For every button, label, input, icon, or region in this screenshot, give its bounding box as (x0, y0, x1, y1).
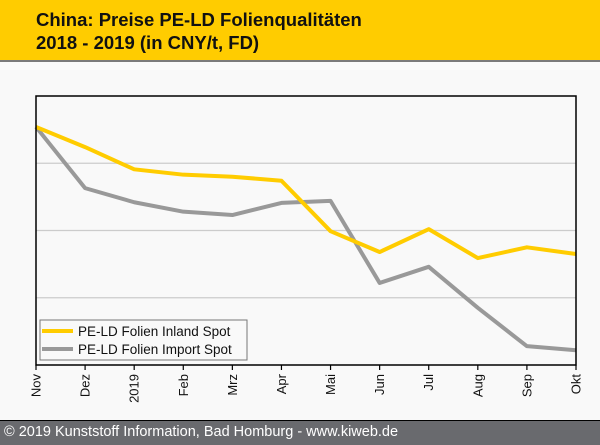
x-tick-label: Aug (470, 374, 485, 397)
footer: © 2019 Kunststoff Information, Bad Hombu… (0, 420, 600, 445)
chart-header: China: Preise PE-LD Folienqualitäten 201… (0, 0, 600, 62)
x-tick-label: Jul (421, 374, 436, 391)
line-chart: Nov Dez 2019 Feb Mrz Apr Mai Jun Jul Aug Sep Okt PE… (29, 95, 584, 403)
x-tick-label: Mrz (225, 374, 240, 396)
copyright-text: © 2019 Kunststoff Information, Bad Hombu… (4, 424, 399, 440)
x-tick-label: Mai (323, 374, 338, 395)
legend-label: PE-LD Folien Inland Spot (78, 324, 231, 339)
series-line-pe-ld-folien-inland-spot (35, 125, 577, 261)
series-lines (34, 125, 577, 353)
x-tick-label: Dez (78, 374, 93, 397)
gridlines (36, 96, 576, 365)
chart-title: China: Preise PE-LD Folienqualitäten 201… (36, 8, 362, 54)
chart-title-line2: 2018 - 2019 (in CNY/t, FD) (36, 32, 260, 53)
x-tick-label: Feb (176, 374, 191, 396)
x-tick-label: Nov (29, 374, 44, 398)
x-tick-label: 2019 (127, 374, 142, 403)
plot-frame (35, 95, 577, 366)
x-tick-label: Jun (372, 374, 387, 395)
legend-box (39, 319, 248, 361)
legend-label: PE-LD Folien Import Spot (78, 342, 232, 357)
legend: PE-LD Folien Inland Spot PE-LD Folien Imp… (39, 319, 248, 361)
series-line-pe-ld-folien-import-spot (34, 125, 577, 353)
x-tick-label: Sep (519, 374, 534, 397)
x-axis: Nov Dez 2019 Feb Mrz Apr Mai Jun Jul Aug Sep Okt (29, 365, 584, 403)
x-tick-label: Apr (274, 373, 289, 394)
chart-title-line1: China: Preise PE-LD Folienqualitäten (36, 9, 362, 30)
x-tick-label: Okt (569, 374, 584, 395)
